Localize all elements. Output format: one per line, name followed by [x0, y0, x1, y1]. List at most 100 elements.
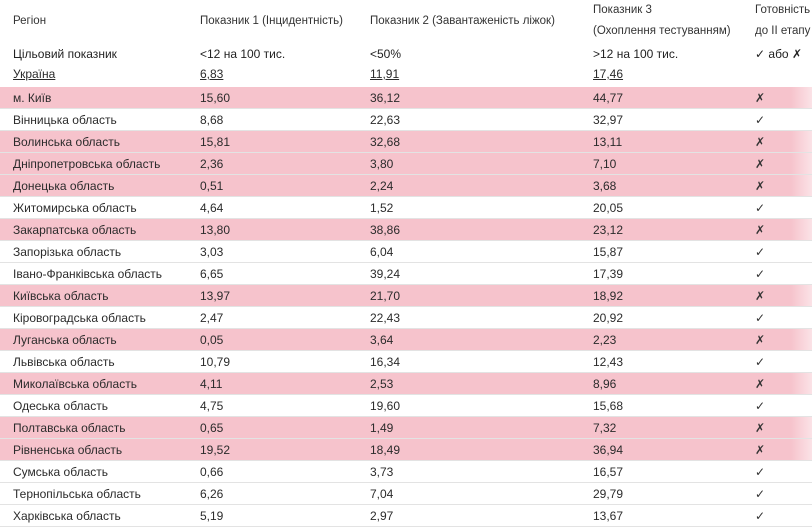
total-indicator-2-cell: 11,91: [357, 65, 580, 87]
readiness-cell: ✗: [742, 174, 812, 197]
indicator-1-cell: 10,79: [187, 350, 357, 373]
indicator-2-cell: 36,12: [357, 87, 580, 109]
region-cell: Дніпропетровська область: [0, 152, 187, 175]
total-label-link[interactable]: Україна: [13, 67, 56, 81]
indicator-2-cell: 39,24: [357, 262, 580, 285]
region-cell: Луганська область: [0, 328, 187, 351]
table-row: Луганська область 0,05 3,64 2,23 ✗: [0, 328, 812, 351]
table-row: Миколаївська область 4,11 2,53 8,96 ✗: [0, 372, 812, 395]
total-readiness-cell: [742, 65, 812, 87]
region-cell: Житомирська область: [0, 196, 187, 219]
readiness-cell: ✗: [742, 130, 812, 153]
table-row: Полтавська область 0,65 1,49 7,32 ✗: [0, 416, 812, 439]
indicator-1-cell: 4,64: [187, 196, 357, 219]
total-indicator-2[interactable]: 11,91: [370, 67, 400, 81]
table-row: Харківська область 5,19 2,97 13,67 ✓: [0, 504, 812, 527]
region-cell: Сумська область: [0, 460, 187, 483]
indicator-3-cell: 17,39: [580, 262, 742, 285]
total-indicator-1[interactable]: 6,83: [200, 67, 224, 81]
header-indicator-3-subtitle: (Охоплення тестуванням): [593, 25, 731, 37]
indicator-2-cell: 3,64: [357, 328, 580, 351]
readiness-cell: ✓: [742, 504, 812, 527]
indicator-1-cell: 0,05: [187, 328, 357, 351]
indicator-2-cell: 21,70: [357, 284, 580, 307]
table-row: Донецька область 0,51 2,24 3,68 ✗: [0, 174, 812, 197]
header-readiness-line2: до ІІ етапу: [755, 25, 811, 37]
indicator-3-cell: 20,92: [580, 306, 742, 329]
indicator-3-cell: 13,11: [580, 130, 742, 153]
total-row: Україна 6,83 11,91 17,46: [0, 65, 812, 87]
region-cell: Волинська область: [0, 130, 187, 153]
table-row: Київська область 13,97 21,70 18,92 ✗: [0, 284, 812, 307]
indicator-2-cell: 3,80: [357, 152, 580, 175]
readiness-cell: ✗: [742, 218, 812, 241]
readiness-cell: ✓: [742, 196, 812, 219]
indicator-1-cell: 4,11: [187, 372, 357, 395]
region-cell: Кіровоградська область: [0, 306, 187, 329]
target-indicator-1: <12 на 100 тис.: [200, 46, 286, 61]
indicator-2-cell: 2,53: [357, 372, 580, 395]
readiness-cell: ✓: [742, 306, 812, 329]
table-row: Одеська область 4,75 19,60 15,68 ✓: [0, 394, 812, 417]
table-row: Тернопільська область 6,26 7,04 29,79 ✓: [0, 482, 812, 505]
readiness-cell: ✗: [742, 438, 812, 461]
readiness-cell: ✓: [742, 262, 812, 285]
indicator-3-cell: 7,32: [580, 416, 742, 439]
region-cell: Тернопільська область: [0, 482, 187, 505]
table-row: Закарпатська область 13,80 38,86 23,12 ✗: [0, 218, 812, 241]
indicator-3-cell: 13,67: [580, 504, 742, 527]
total-indicator-1-cell: 6,83: [187, 65, 357, 87]
indicator-2-cell: 7,04: [357, 482, 580, 505]
indicator-1-cell: 0,66: [187, 460, 357, 483]
indicator-3-cell: 44,77: [580, 87, 742, 109]
indicator-3-cell: 18,92: [580, 284, 742, 307]
target-row: Цільовий показник <12 на 100 тис. <50% >…: [0, 42, 812, 65]
indicator-1-cell: 15,81: [187, 130, 357, 153]
table-row: Житомирська область 4,64 1,52 20,05 ✓: [0, 196, 812, 219]
region-cell: Київська область: [0, 284, 187, 307]
indicator-1-cell: 2,47: [187, 306, 357, 329]
region-cell: Вінницька область: [0, 108, 187, 131]
indicator-2-cell: 38,86: [357, 218, 580, 241]
indicator-2-cell: 32,68: [357, 130, 580, 153]
target-indicator-3: >12 на 100 тис.: [593, 46, 679, 61]
indicator-2-cell: 1,52: [357, 196, 580, 219]
indicator-3-cell: 36,94: [580, 438, 742, 461]
table-row: м. Київ 15,60 36,12 44,77 ✗: [0, 87, 812, 109]
indicator-1-cell: 13,80: [187, 218, 357, 241]
readiness-cell: ✗: [742, 152, 812, 175]
indicator-1-cell: 13,97: [187, 284, 357, 307]
table-row: Дніпропетровська область 2,36 3,80 7,10 ✗: [0, 152, 812, 175]
indicator-2-cell: 16,34: [357, 350, 580, 373]
header-region: Регіон: [13, 15, 47, 27]
indicator-1-cell: 19,52: [187, 438, 357, 461]
readiness-cell: ✓: [742, 394, 812, 417]
readiness-cell: ✗: [742, 87, 812, 109]
indicator-1-cell: 6,26: [187, 482, 357, 505]
indicator-1-cell: 2,36: [187, 152, 357, 175]
indicator-3-cell: 7,10: [580, 152, 742, 175]
header-readiness-line1: Готовність: [755, 4, 811, 16]
region-cell: Івано-Франківська область: [0, 262, 187, 285]
indicator-3-cell: 8,96: [580, 372, 742, 395]
total-indicator-3[interactable]: 17,46: [593, 67, 624, 81]
region-cell: Полтавська область: [0, 416, 187, 439]
indicator-3-cell: 3,68: [580, 174, 742, 197]
indicator-1-cell: 8,68: [187, 108, 357, 131]
readiness-cell: ✓: [742, 482, 812, 505]
region-cell: Одеська область: [0, 394, 187, 417]
table-row: Вінницька область 8,68 22,63 32,97 ✓: [0, 108, 812, 131]
indicator-3-cell: 32,97: [580, 108, 742, 131]
region-cell: Рівненська область: [0, 438, 187, 461]
indicator-2-cell: 19,60: [357, 394, 580, 417]
total-label-cell: Україна: [0, 65, 187, 87]
indicator-3-cell: 15,87: [580, 240, 742, 263]
target-indicator-2: <50%: [370, 46, 402, 61]
table-row: Івано-Франківська область 6,65 39,24 17,39 ✓: [0, 262, 812, 285]
table-body: м. Київ 15,60 36,12 44,77 ✗ Вінницька область…: [0, 87, 812, 527]
indicator-2-cell: 3,73: [357, 460, 580, 483]
readiness-cell: ✓: [742, 240, 812, 263]
indicator-1-cell: 5,19: [187, 504, 357, 527]
table-header: Регіон Показник 1 (Інцидентність) Показн…: [0, 0, 812, 42]
